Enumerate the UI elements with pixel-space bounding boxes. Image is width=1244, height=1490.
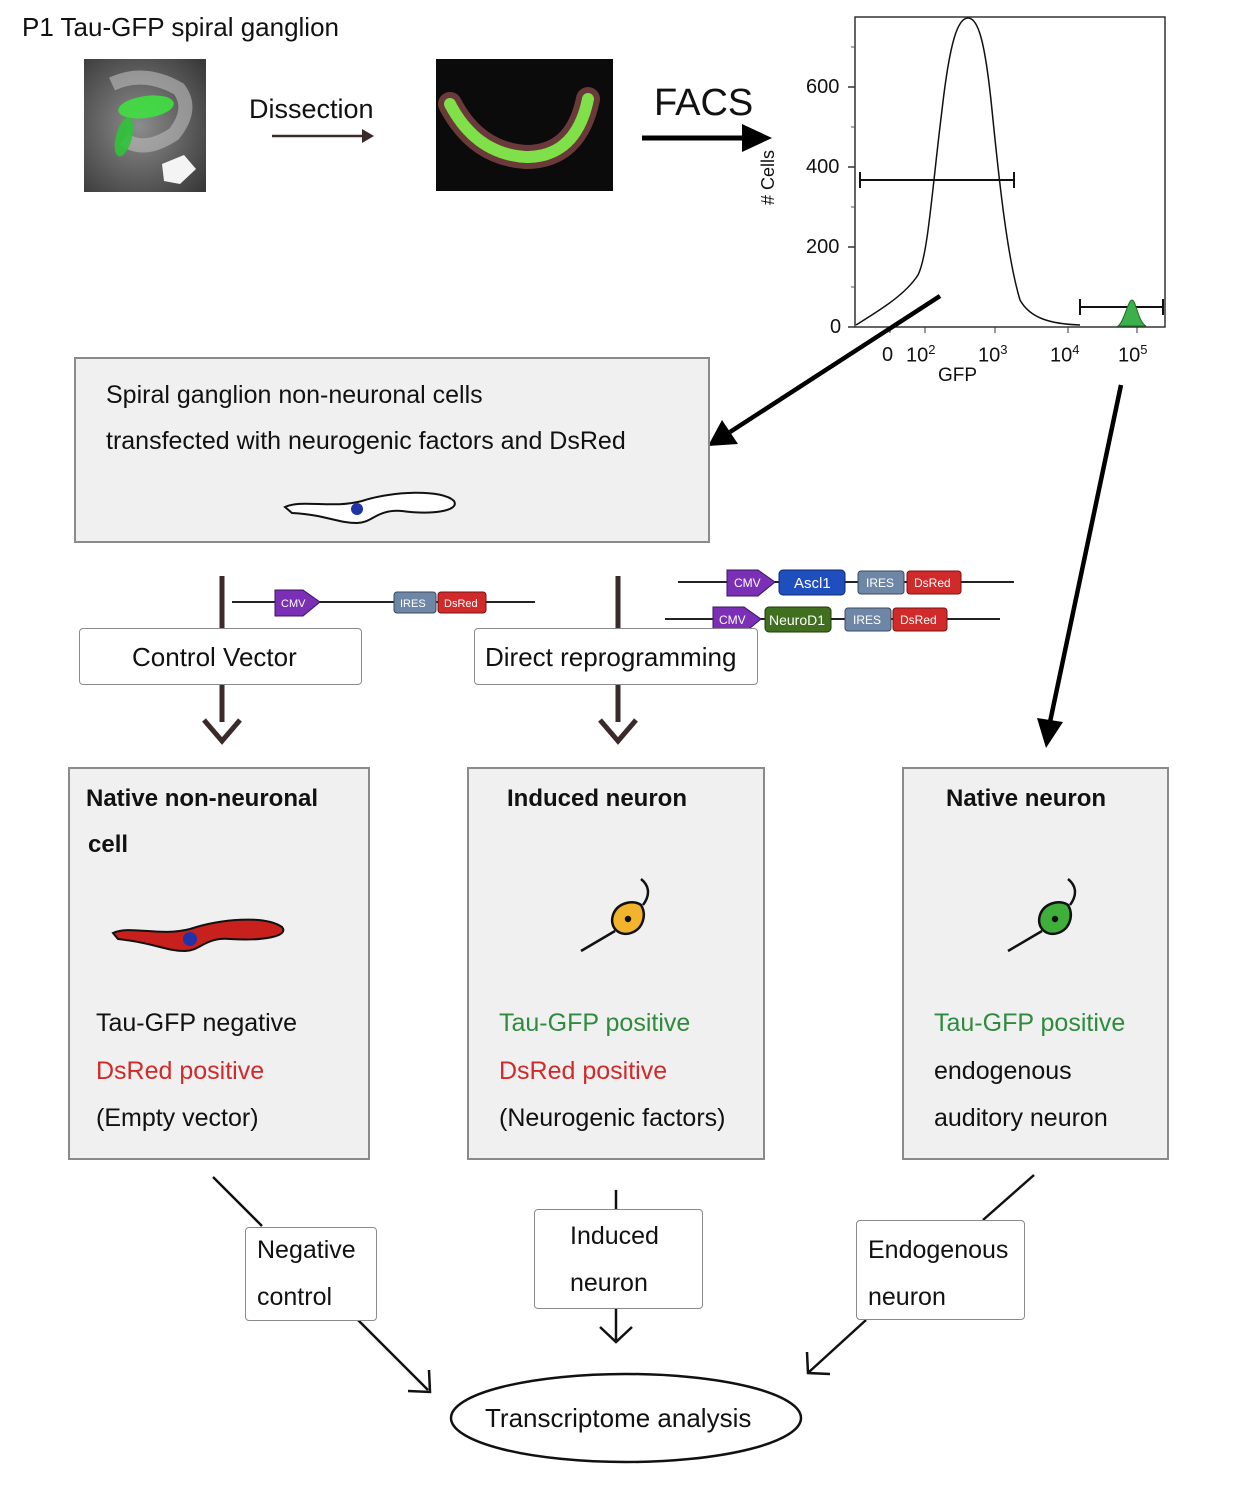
facs-xtick: 102 [906,342,936,367]
facs-xtick: 103 [978,342,1008,367]
sgn-line2: transfected with neurogenic factors and … [106,427,626,455]
gfp-negative-arrow [708,294,942,446]
endogenous-flow [805,1174,1035,1376]
cmv-label: CMV [281,598,306,610]
panel-line3: (Empty vector) [96,1104,259,1132]
panel-line3: (Neurogenic factors) [499,1104,726,1132]
transcriptome-analysis-label: Transcriptome analysis [485,1403,752,1433]
neurod1-construct: CMV NeuroD1 IRES DsRed [665,606,1000,634]
facs-arrow [642,124,772,152]
native-non-neuronal-panel: Native non-neuronal cell Tau-GFP negativ… [68,767,370,1160]
gfp-positive-arrow [1037,384,1124,748]
facs-label: FACS [654,82,754,124]
group-line1: Negative [257,1236,356,1264]
endogenous-neuron-box: Endogenous neuron [856,1220,1025,1320]
facs-ytick: 600 [806,76,840,98]
control-vector-label: Control Vector [132,642,297,672]
panel-line2: DsRed positive [96,1057,265,1085]
induced-neuron-icon [580,878,650,953]
cmv-label: CMV [734,576,761,590]
group-line1: Induced [570,1222,659,1250]
facs-histogram [848,16,1166,333]
ganglion-photo [436,59,613,191]
direct-reprogramming-label: Direct reprogramming [485,642,737,672]
facs-ytick: 0 [830,316,842,338]
group-line2: control [257,1283,333,1311]
dsred-label: DsRed [900,613,937,627]
ires-label: IRES [853,613,881,627]
dsred-cell-icon [111,918,285,953]
group-line1: Endogenous [868,1236,1009,1264]
dissection-arrow [272,129,374,143]
dsred-label: DsRed [444,598,478,610]
non-neuronal-cell-icon [283,491,456,525]
control-vector-box: Control Vector [79,628,362,685]
native-neuron-panel: Native neuron Tau-GFP positive endogenou… [902,767,1169,1160]
facs-xtick: 105 [1118,342,1148,367]
negative-control-box: Negative control [245,1227,377,1321]
ascl1-label: Ascl1 [794,575,831,592]
panel-title: Induced neuron [507,785,687,812]
facs-ytick: 200 [806,236,840,258]
negative-flow [212,1176,432,1394]
sgn-box: Spiral ganglion non-neuronal cells trans… [74,357,710,543]
panel-title: Native neuron [946,785,1107,812]
transcriptome-analysis-node [449,1372,803,1464]
dsred-label: DsRed [914,576,951,590]
panel-line1: Tau-GFP negative [96,1009,298,1037]
panel-line1: Tau-GFP positive [934,1009,1126,1037]
facs-ytick: 400 [806,156,840,178]
induced-neuron-panel: Induced neuron Tau-GFP positive DsRed po… [467,767,765,1160]
cochlea-photo [84,59,206,192]
cmv-label: CMV [719,613,746,627]
panel-line1: Tau-GFP positive [499,1009,691,1037]
reprogramming-down-arrow [598,576,638,745]
panel-line3: auditory neuron [934,1104,1108,1132]
panel-title: cell [88,831,129,858]
group-line2: neuron [868,1283,946,1311]
induced-neuron-box: Induced neuron [534,1209,703,1309]
sgn-line1: Spiral ganglion non-neuronal cells [106,381,483,409]
ires-label: IRES [400,598,426,610]
facs-xlabel: GFP [938,365,978,386]
neurod1-label: NeuroD1 [769,612,825,628]
panel-line2: endogenous [934,1057,1072,1085]
induced-flow [599,1190,633,1344]
ascl1-construct: CMV Ascl1 IRES DsRed [678,569,1014,597]
group-line2: neuron [570,1269,648,1297]
control-down-arrow [202,576,242,745]
figure-title: P1 Tau-GFP spiral ganglion [22,12,340,42]
dissection-label: Dissection [249,94,374,124]
native-neuron-icon [1007,878,1077,953]
direct-reprogramming-box: Direct reprogramming [474,628,758,685]
control-construct: CMV IRES DsRed [232,589,535,617]
panel-line2: DsRed positive [499,1057,668,1085]
ires-label: IRES [866,576,894,590]
facs-xtick: 0 [882,344,894,366]
panel-title: Native non-neuronal [86,785,319,812]
facs-xtick: 104 [1050,342,1080,367]
